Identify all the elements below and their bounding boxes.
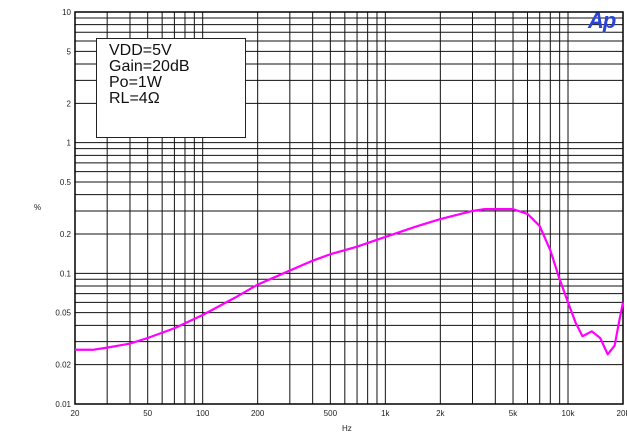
x-tick-label: 1k bbox=[381, 409, 390, 418]
x-tick-label: 100 bbox=[196, 409, 210, 418]
plot-frame bbox=[74, 11, 624, 405]
annotation-gain: Gain=20dB bbox=[109, 58, 190, 75]
y-tick-label: 0.05 bbox=[55, 309, 71, 318]
x-tick-label: 5k bbox=[509, 409, 518, 418]
x-tick-label: 50 bbox=[143, 409, 152, 418]
x-tick-label: 2k bbox=[436, 409, 445, 418]
y-tick-label: 0.5 bbox=[60, 178, 72, 187]
y-tick-label: 0.01 bbox=[55, 400, 71, 409]
x-tick-label: 500 bbox=[324, 409, 338, 418]
y-tick-label: 0.02 bbox=[55, 361, 71, 370]
y-tick-label: 0.1 bbox=[60, 269, 72, 278]
x-tick-label: 20 bbox=[71, 409, 80, 418]
annotation-box: VDD=5V Gain=20dB Po=1W RL=4Ω bbox=[96, 38, 246, 138]
annotation-vdd: VDD=5V bbox=[109, 42, 172, 59]
y-tick-label: 1 bbox=[67, 139, 72, 148]
x-tick-label: 200 bbox=[251, 409, 265, 418]
y-tick-label: 0.2 bbox=[60, 230, 72, 239]
annotation-rl: RL=4Ω bbox=[109, 90, 160, 107]
x-tick-label: 10k bbox=[562, 409, 576, 418]
x-tick-label: 20k bbox=[617, 409, 627, 418]
y-tick-label: 2 bbox=[67, 99, 72, 108]
series-line bbox=[75, 208, 625, 356]
y-axis-label: % bbox=[34, 203, 42, 212]
ap-logo: Ap bbox=[588, 8, 616, 33]
y-tick-label: 10 bbox=[62, 8, 71, 17]
y-tick-label: 5 bbox=[67, 47, 72, 56]
x-axis-label: Hz bbox=[342, 424, 352, 433]
annotation-po: Po=1W bbox=[109, 74, 162, 91]
